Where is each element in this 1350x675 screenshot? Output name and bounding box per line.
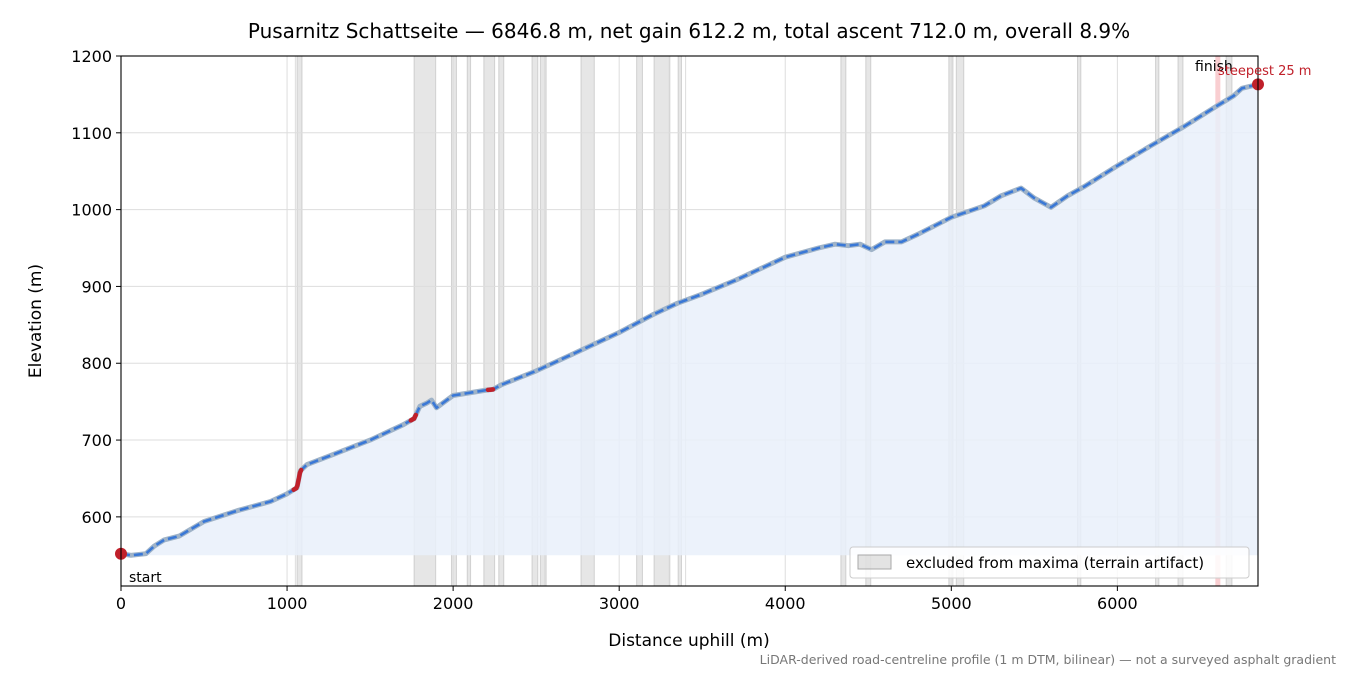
y-tick-label: 700 — [81, 431, 112, 450]
legend-label: excluded from maxima (terrain artifact) — [906, 554, 1204, 572]
legend-box — [849, 546, 1250, 579]
x-tick-label: 3000 — [599, 594, 640, 613]
y-axis-ticks: 600 700 800 900 1000 1100 1200 — [71, 47, 121, 527]
legend-swatch — [857, 554, 892, 570]
y-tick-label: 1000 — [71, 201, 112, 220]
footnote: LiDAR-derived road-centreline profile (1… — [760, 652, 1336, 667]
y-axis-label: Elevation (m) — [26, 264, 46, 378]
plot-border — [120, 55, 1259, 587]
x-axis-label: Distance uphill (m) — [608, 631, 769, 651]
y-tick-label: 800 — [81, 354, 112, 373]
steep-segment — [291, 467, 304, 492]
chart-title: Pusarnitz Schattseite — 6846.8 m, net ga… — [248, 19, 1130, 43]
x-axis-ticks: 0 1000 2000 3000 4000 5000 6000 — [116, 586, 1138, 613]
steepest-annotation: steepest 25 m — [1218, 64, 1311, 79]
finish-annotation: finish — [1195, 59, 1233, 75]
x-tick-label: 2000 — [433, 594, 474, 613]
elevation-line — [118, 81, 1261, 558]
x-tick-label: 6000 — [1097, 594, 1138, 613]
x-tick-label: 0 — [116, 594, 126, 613]
x-tick-label: 4000 — [765, 594, 806, 613]
legend: excluded from maxima (terrain artifact) — [849, 546, 1250, 579]
elevation-line-main — [120, 83, 1259, 557]
y-tick-label: 1100 — [71, 124, 112, 143]
steep-segment — [408, 412, 419, 423]
start-annotation: start — [129, 570, 162, 586]
x-tick-label: 5000 — [931, 594, 972, 613]
y-tick-label: 900 — [81, 277, 112, 296]
y-tick-label: 1200 — [71, 47, 112, 66]
steep-segment — [485, 387, 496, 393]
x-tick-label: 1000 — [267, 594, 308, 613]
elevation-fill — [121, 84, 1258, 556]
y-tick-label: 600 — [81, 508, 112, 527]
plot-frame — [120, 55, 1259, 587]
elevation-area — [121, 84, 1258, 556]
